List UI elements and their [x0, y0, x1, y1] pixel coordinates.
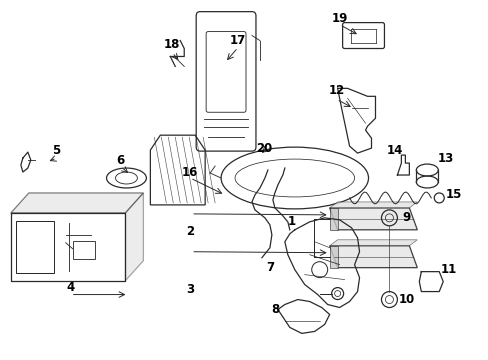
Text: 9: 9: [402, 211, 409, 224]
Polygon shape: [125, 193, 143, 280]
Text: 18: 18: [164, 38, 180, 51]
Text: 10: 10: [397, 293, 414, 306]
Polygon shape: [329, 202, 416, 208]
Text: 8: 8: [270, 303, 279, 316]
Text: 19: 19: [331, 12, 347, 25]
Text: 12: 12: [328, 84, 344, 97]
Text: 7: 7: [265, 261, 273, 274]
Polygon shape: [329, 246, 337, 268]
Text: 2: 2: [186, 225, 194, 238]
Polygon shape: [329, 208, 416, 230]
Text: 6: 6: [116, 154, 124, 167]
Text: 13: 13: [437, 152, 453, 165]
Text: 20: 20: [255, 141, 271, 155]
Text: 16: 16: [182, 166, 198, 179]
Text: 4: 4: [66, 281, 75, 294]
FancyBboxPatch shape: [16, 221, 54, 273]
Text: 17: 17: [229, 34, 245, 47]
Polygon shape: [11, 193, 143, 213]
Text: 5: 5: [52, 144, 60, 157]
Polygon shape: [329, 246, 416, 268]
Text: 15: 15: [445, 188, 462, 202]
Text: 1: 1: [287, 215, 295, 228]
Text: 11: 11: [440, 263, 456, 276]
Text: 3: 3: [186, 283, 194, 296]
Text: 14: 14: [386, 144, 402, 157]
Polygon shape: [329, 240, 416, 246]
Polygon shape: [329, 208, 337, 230]
